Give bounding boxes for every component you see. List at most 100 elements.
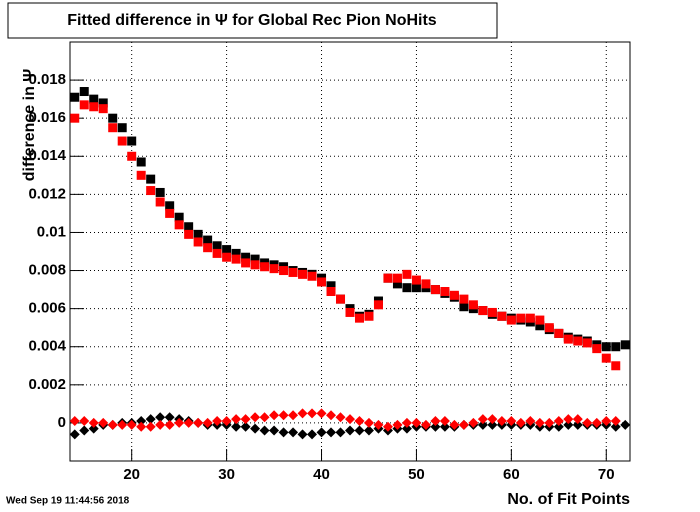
- x-tick-label: 50: [408, 466, 425, 483]
- y-tick-label: 0.004: [28, 338, 66, 355]
- point: [373, 419, 384, 430]
- point: [298, 269, 308, 279]
- point: [279, 266, 289, 276]
- point: [69, 429, 80, 440]
- point: [449, 419, 460, 430]
- point: [155, 412, 166, 423]
- point: [430, 421, 441, 432]
- point: [241, 258, 251, 268]
- point: [269, 264, 279, 274]
- point: [240, 414, 251, 425]
- point: [449, 290, 459, 300]
- point: [336, 294, 346, 304]
- point: [79, 87, 89, 97]
- point: [535, 321, 545, 331]
- point: [136, 421, 147, 432]
- point: [183, 417, 194, 428]
- point: [468, 417, 479, 428]
- point: [89, 94, 99, 104]
- point: [326, 286, 336, 296]
- point: [174, 212, 184, 222]
- point: [392, 419, 403, 430]
- point: [108, 123, 118, 133]
- point: [601, 416, 612, 427]
- point: [98, 104, 108, 114]
- x-tick-label: 40: [313, 466, 330, 483]
- point: [297, 408, 308, 419]
- point: [155, 197, 165, 207]
- point: [563, 334, 573, 344]
- point: [316, 408, 327, 419]
- point: [126, 419, 137, 430]
- point: [506, 416, 517, 427]
- point: [326, 410, 337, 421]
- y-tick-label: 0.012: [28, 185, 66, 202]
- point: [146, 174, 156, 184]
- point: [79, 100, 89, 110]
- point: [136, 170, 146, 180]
- timestamp: Wed Sep 19 11:44:56 2018: [6, 496, 130, 507]
- point: [477, 414, 488, 425]
- point: [117, 419, 128, 430]
- point: [108, 113, 118, 123]
- point: [269, 425, 280, 436]
- point: [79, 416, 90, 427]
- point: [573, 336, 583, 346]
- point: [525, 313, 535, 323]
- x-tick-label: 70: [598, 466, 615, 483]
- point: [487, 307, 497, 317]
- point: [107, 419, 118, 430]
- point: [430, 285, 440, 295]
- y-tick-label: 0: [58, 414, 66, 431]
- point: [278, 427, 289, 438]
- point: [610, 416, 621, 427]
- x-tick-label: 20: [123, 466, 140, 483]
- point: [155, 187, 165, 197]
- point: [544, 417, 555, 428]
- point: [620, 340, 630, 350]
- point: [184, 222, 194, 232]
- point: [231, 414, 242, 425]
- point: [411, 417, 422, 428]
- point: [240, 421, 251, 432]
- point: [440, 286, 450, 296]
- point: [193, 417, 204, 428]
- point: [203, 243, 213, 253]
- point: [364, 311, 374, 321]
- point: [174, 220, 184, 230]
- point: [363, 417, 374, 428]
- point: [420, 419, 431, 430]
- point: [525, 416, 536, 427]
- point: [468, 300, 478, 310]
- point: [544, 323, 554, 333]
- point: [496, 416, 507, 427]
- point: [458, 419, 469, 430]
- point: [117, 136, 127, 146]
- point: [383, 273, 393, 283]
- point: [459, 302, 469, 312]
- y-tick-label: 0.006: [28, 300, 66, 317]
- point: [88, 417, 99, 428]
- point: [117, 123, 127, 133]
- point: [534, 417, 545, 428]
- point: [317, 277, 327, 287]
- point: [136, 416, 147, 427]
- point: [269, 410, 280, 421]
- point: [79, 425, 90, 436]
- title-box: [7, 2, 498, 39]
- point: [373, 300, 383, 310]
- point: [127, 151, 137, 161]
- point: [164, 419, 175, 430]
- point: [231, 248, 241, 258]
- point: [250, 260, 260, 270]
- point: [611, 361, 621, 371]
- point: [439, 416, 450, 427]
- point: [145, 421, 156, 432]
- point: [98, 98, 108, 108]
- point: [165, 208, 175, 218]
- point: [316, 427, 327, 438]
- point: [212, 416, 223, 427]
- point: [335, 412, 346, 423]
- point: [231, 421, 242, 432]
- point: [592, 344, 602, 354]
